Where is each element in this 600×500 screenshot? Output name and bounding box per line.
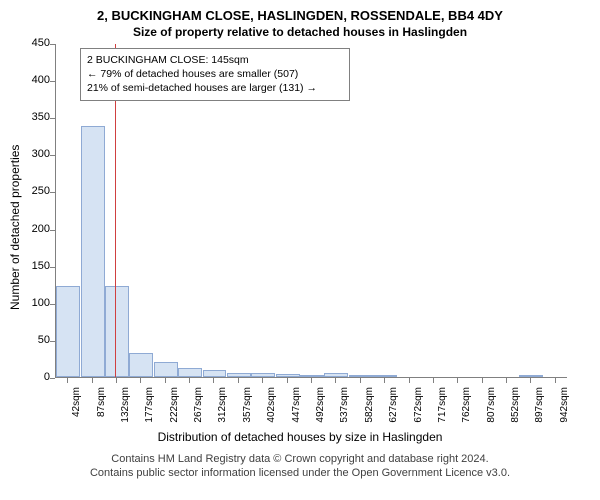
annotation-line-1: 2 BUCKINGHAM CLOSE: 145sqm <box>87 53 343 67</box>
y-axis-label: Number of detached properties <box>8 110 22 310</box>
x-tick-label: 672sqm <box>413 387 424 427</box>
histogram-bar <box>349 375 373 377</box>
x-tick-label: 357sqm <box>242 387 253 427</box>
histogram-bar <box>105 286 129 377</box>
x-tick-mark <box>457 378 458 383</box>
x-tick-mark <box>433 378 434 383</box>
x-tick-mark <box>92 378 93 383</box>
x-tick-label: 537sqm <box>339 387 350 427</box>
x-tick-mark <box>311 378 312 383</box>
y-tick-label: 450 <box>20 37 50 49</box>
histogram-bar <box>203 370 227 377</box>
x-tick-mark <box>213 378 214 383</box>
x-tick-mark <box>360 378 361 383</box>
histogram-bar <box>324 373 348 377</box>
x-tick-mark <box>67 378 68 383</box>
y-tick-mark <box>50 192 55 193</box>
x-tick-label: 87sqm <box>96 387 107 427</box>
histogram-bar <box>519 375 543 377</box>
histogram-bar <box>154 362 178 377</box>
histogram-bar <box>56 286 80 377</box>
x-tick-label: 942sqm <box>559 387 570 427</box>
y-tick-label: 350 <box>20 111 50 123</box>
footer-line-1: Contains HM Land Registry data © Crown c… <box>0 452 600 466</box>
x-tick-label: 852sqm <box>510 387 521 427</box>
x-tick-mark <box>335 378 336 383</box>
y-tick-mark <box>50 267 55 268</box>
annotation-line-2: ← 79% of detached houses are smaller (50… <box>87 67 343 81</box>
x-tick-label: 447sqm <box>291 387 302 427</box>
histogram-bar <box>251 373 275 377</box>
annotation-line-3: 21% of semi-detached houses are larger (… <box>87 81 343 95</box>
x-tick-mark <box>555 378 556 383</box>
x-tick-mark <box>140 378 141 383</box>
x-tick-label: 807sqm <box>486 387 497 427</box>
y-tick-mark <box>50 341 55 342</box>
y-tick-label: 300 <box>20 148 50 160</box>
address-title: 2, BUCKINGHAM CLOSE, HASLINGDEN, ROSSEND… <box>0 0 600 23</box>
x-tick-label: 717sqm <box>437 387 448 427</box>
subtitle: Size of property relative to detached ho… <box>0 23 600 39</box>
footer-attribution: Contains HM Land Registry data © Crown c… <box>0 452 600 481</box>
y-tick-label: 0 <box>20 371 50 383</box>
x-tick-mark <box>189 378 190 383</box>
histogram-bar <box>178 368 202 377</box>
x-tick-label: 177sqm <box>144 387 155 427</box>
x-tick-mark <box>262 378 263 383</box>
histogram-bar <box>227 373 251 377</box>
x-tick-mark <box>287 378 288 383</box>
y-tick-label: 100 <box>20 297 50 309</box>
x-tick-label: 42sqm <box>71 387 82 427</box>
x-tick-label: 222sqm <box>169 387 180 427</box>
histogram-bar <box>373 375 397 377</box>
x-tick-mark <box>384 378 385 383</box>
y-tick-mark <box>50 44 55 45</box>
x-tick-label: 492sqm <box>315 387 326 427</box>
annotation-box: 2 BUCKINGHAM CLOSE: 145sqm ← 79% of deta… <box>80 48 350 101</box>
x-tick-mark <box>530 378 531 383</box>
y-tick-mark <box>50 81 55 82</box>
y-tick-label: 200 <box>20 223 50 235</box>
footer-line-2: Contains public sector information licen… <box>0 466 600 480</box>
x-tick-label: 897sqm <box>534 387 545 427</box>
x-tick-label: 402sqm <box>266 387 277 427</box>
histogram-bar <box>300 375 324 377</box>
x-tick-label: 582sqm <box>364 387 375 427</box>
y-tick-mark <box>50 378 55 379</box>
y-tick-label: 400 <box>20 74 50 86</box>
x-tick-mark <box>409 378 410 383</box>
x-tick-mark <box>238 378 239 383</box>
y-tick-mark <box>50 118 55 119</box>
y-tick-mark <box>50 155 55 156</box>
x-tick-label: 132sqm <box>120 387 131 427</box>
y-tick-mark <box>50 304 55 305</box>
x-tick-label: 312sqm <box>217 387 228 427</box>
x-tick-mark <box>482 378 483 383</box>
x-axis-label: Distribution of detached houses by size … <box>0 430 600 444</box>
x-tick-label: 267sqm <box>193 387 204 427</box>
histogram-bar <box>129 353 153 377</box>
x-tick-mark <box>116 378 117 383</box>
x-tick-mark <box>165 378 166 383</box>
x-tick-label: 762sqm <box>461 387 472 427</box>
y-tick-label: 250 <box>20 185 50 197</box>
y-tick-label: 50 <box>20 334 50 346</box>
histogram-bar <box>81 126 105 377</box>
x-tick-label: 627sqm <box>388 387 399 427</box>
y-tick-label: 150 <box>20 260 50 272</box>
histogram-bar <box>276 374 300 377</box>
x-tick-mark <box>506 378 507 383</box>
y-tick-mark <box>50 230 55 231</box>
